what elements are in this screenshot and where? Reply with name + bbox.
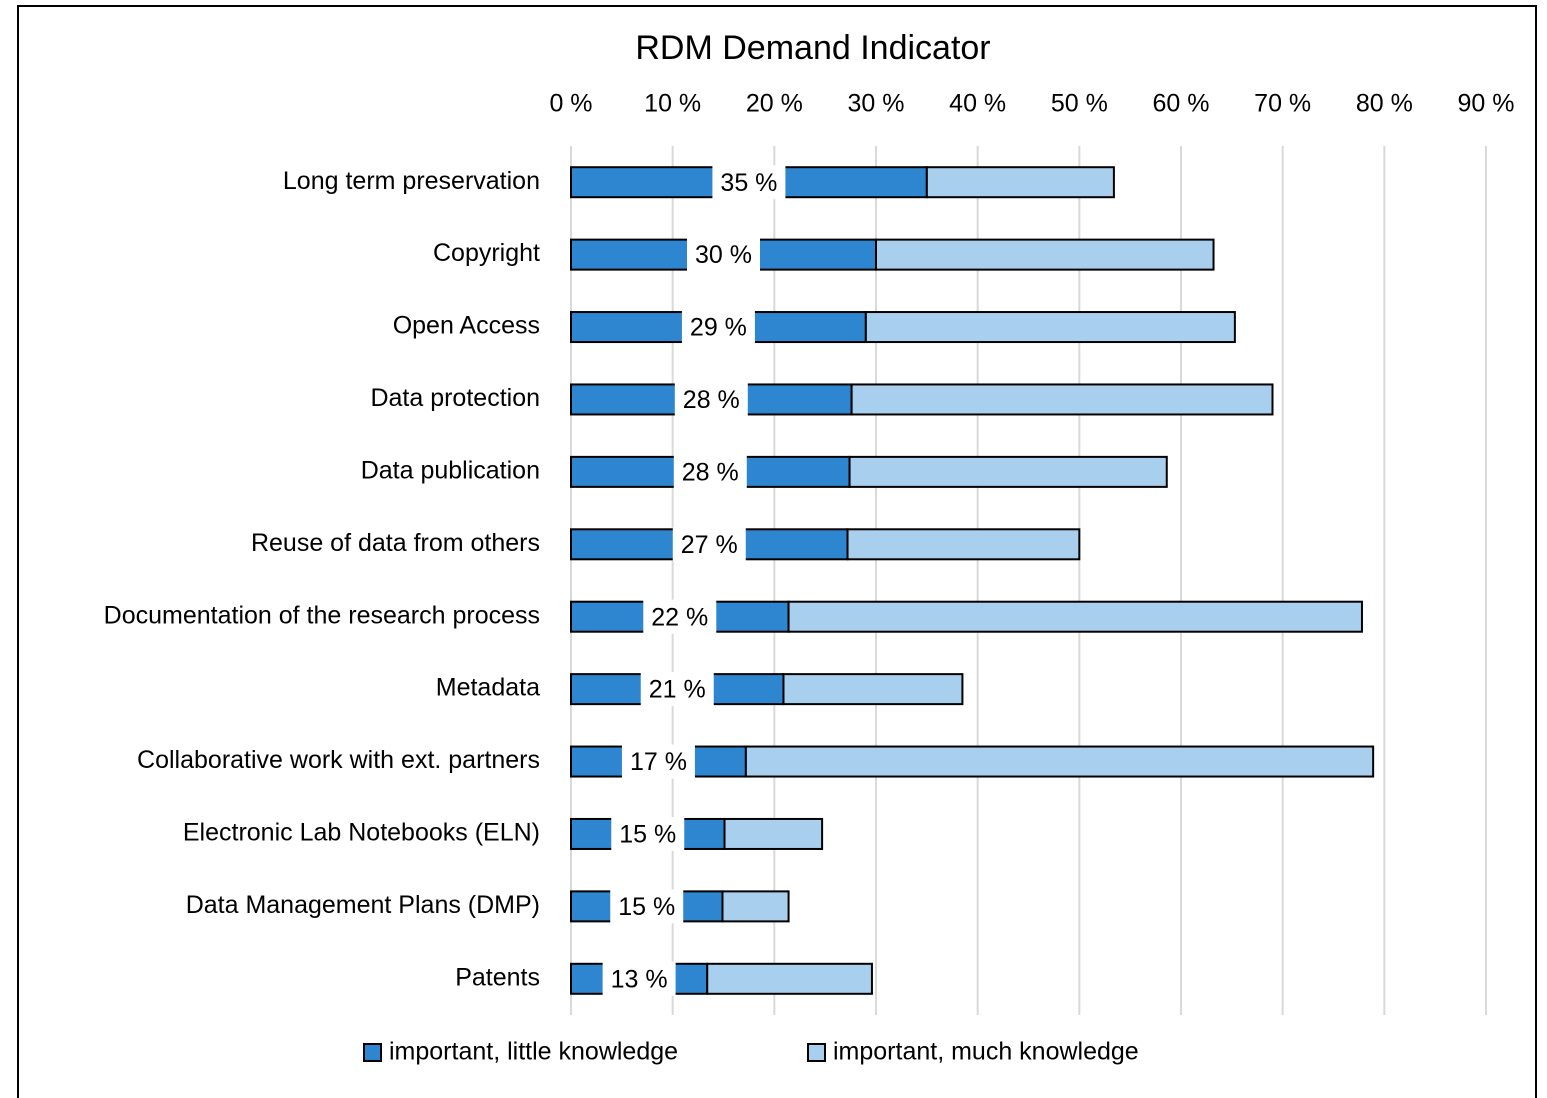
data-label: 13 % bbox=[611, 965, 668, 993]
bar-segment bbox=[744, 745, 1375, 778]
y-tick-label: Long term preservation bbox=[283, 167, 540, 195]
bar-segment bbox=[846, 528, 1081, 561]
data-label-bg bbox=[621, 744, 695, 779]
data-label: 35 % bbox=[720, 169, 777, 197]
bar-segment bbox=[850, 383, 1274, 416]
y-tick-label: Collaborative work with ext. partners bbox=[137, 746, 540, 774]
data-label-bg bbox=[674, 382, 748, 417]
y-tick-label: Metadata bbox=[436, 674, 540, 702]
x-tick-label: 20 % bbox=[746, 90, 803, 118]
x-tick-label: 0 % bbox=[549, 90, 592, 118]
data-label-bg bbox=[602, 961, 676, 996]
x-tick-label: 50 % bbox=[1051, 90, 1108, 118]
y-tick-label: Copyright bbox=[433, 239, 540, 267]
x-tick-label: 40 % bbox=[949, 90, 1006, 118]
bar-segment bbox=[723, 817, 824, 850]
data-label: 21 % bbox=[649, 676, 706, 704]
data-label: 22 % bbox=[651, 603, 708, 631]
legend-swatch bbox=[807, 1043, 826, 1062]
y-tick-label: Reuse of data from others bbox=[251, 529, 540, 557]
data-label-bg bbox=[673, 454, 747, 489]
data-label: 15 % bbox=[618, 893, 675, 921]
legend-label: important, much knowledge bbox=[833, 1038, 1139, 1066]
data-label: 28 % bbox=[682, 458, 739, 486]
x-tick-label: 80 % bbox=[1356, 90, 1413, 118]
chart-title: RDM Demand Indicator bbox=[635, 29, 990, 67]
y-tick-label: Patents bbox=[455, 963, 540, 991]
y-tick-label: Data protection bbox=[370, 384, 540, 412]
data-label: 27 % bbox=[681, 531, 738, 559]
data-label-bg bbox=[672, 527, 746, 562]
legend-label: important, little knowledge bbox=[389, 1038, 678, 1066]
bar-segment bbox=[875, 238, 1215, 271]
data-label: 15 % bbox=[619, 821, 676, 849]
data-label: 29 % bbox=[690, 314, 747, 342]
bar-segment bbox=[706, 962, 873, 995]
data-label-bg bbox=[640, 672, 714, 707]
x-tick-label: 60 % bbox=[1153, 90, 1210, 118]
data-label-bg bbox=[611, 816, 685, 851]
data-label: 17 % bbox=[630, 748, 687, 776]
x-tick-label: 90 % bbox=[1458, 90, 1515, 118]
x-tick-label: 70 % bbox=[1254, 90, 1311, 118]
y-tick-label: Data publication bbox=[361, 456, 540, 484]
bar-segment bbox=[782, 673, 964, 706]
y-tick-label: Documentation of the research process bbox=[104, 601, 540, 629]
bar-segment bbox=[925, 166, 1115, 199]
data-label-bg bbox=[643, 599, 717, 634]
data-label: 30 % bbox=[695, 241, 752, 269]
x-tick-label: 10 % bbox=[644, 90, 701, 118]
y-tick-label: Electronic Lab Notebooks (ELN) bbox=[183, 819, 540, 847]
y-tick-label: Open Access bbox=[393, 312, 540, 340]
data-label-bg bbox=[610, 889, 684, 924]
bar-segment bbox=[848, 455, 1168, 488]
y-tick-label: Data Management Plans (DMP) bbox=[186, 891, 540, 919]
bar-segment bbox=[721, 890, 790, 923]
x-tick-label: 30 % bbox=[848, 90, 905, 118]
bar-segment bbox=[787, 600, 1363, 633]
legend-swatch bbox=[363, 1043, 382, 1062]
data-label-bg bbox=[712, 165, 786, 200]
data-label-bg bbox=[687, 237, 760, 272]
data-label: 28 % bbox=[683, 386, 740, 414]
data-label-bg bbox=[681, 310, 755, 345]
bar-segment bbox=[864, 311, 1236, 344]
